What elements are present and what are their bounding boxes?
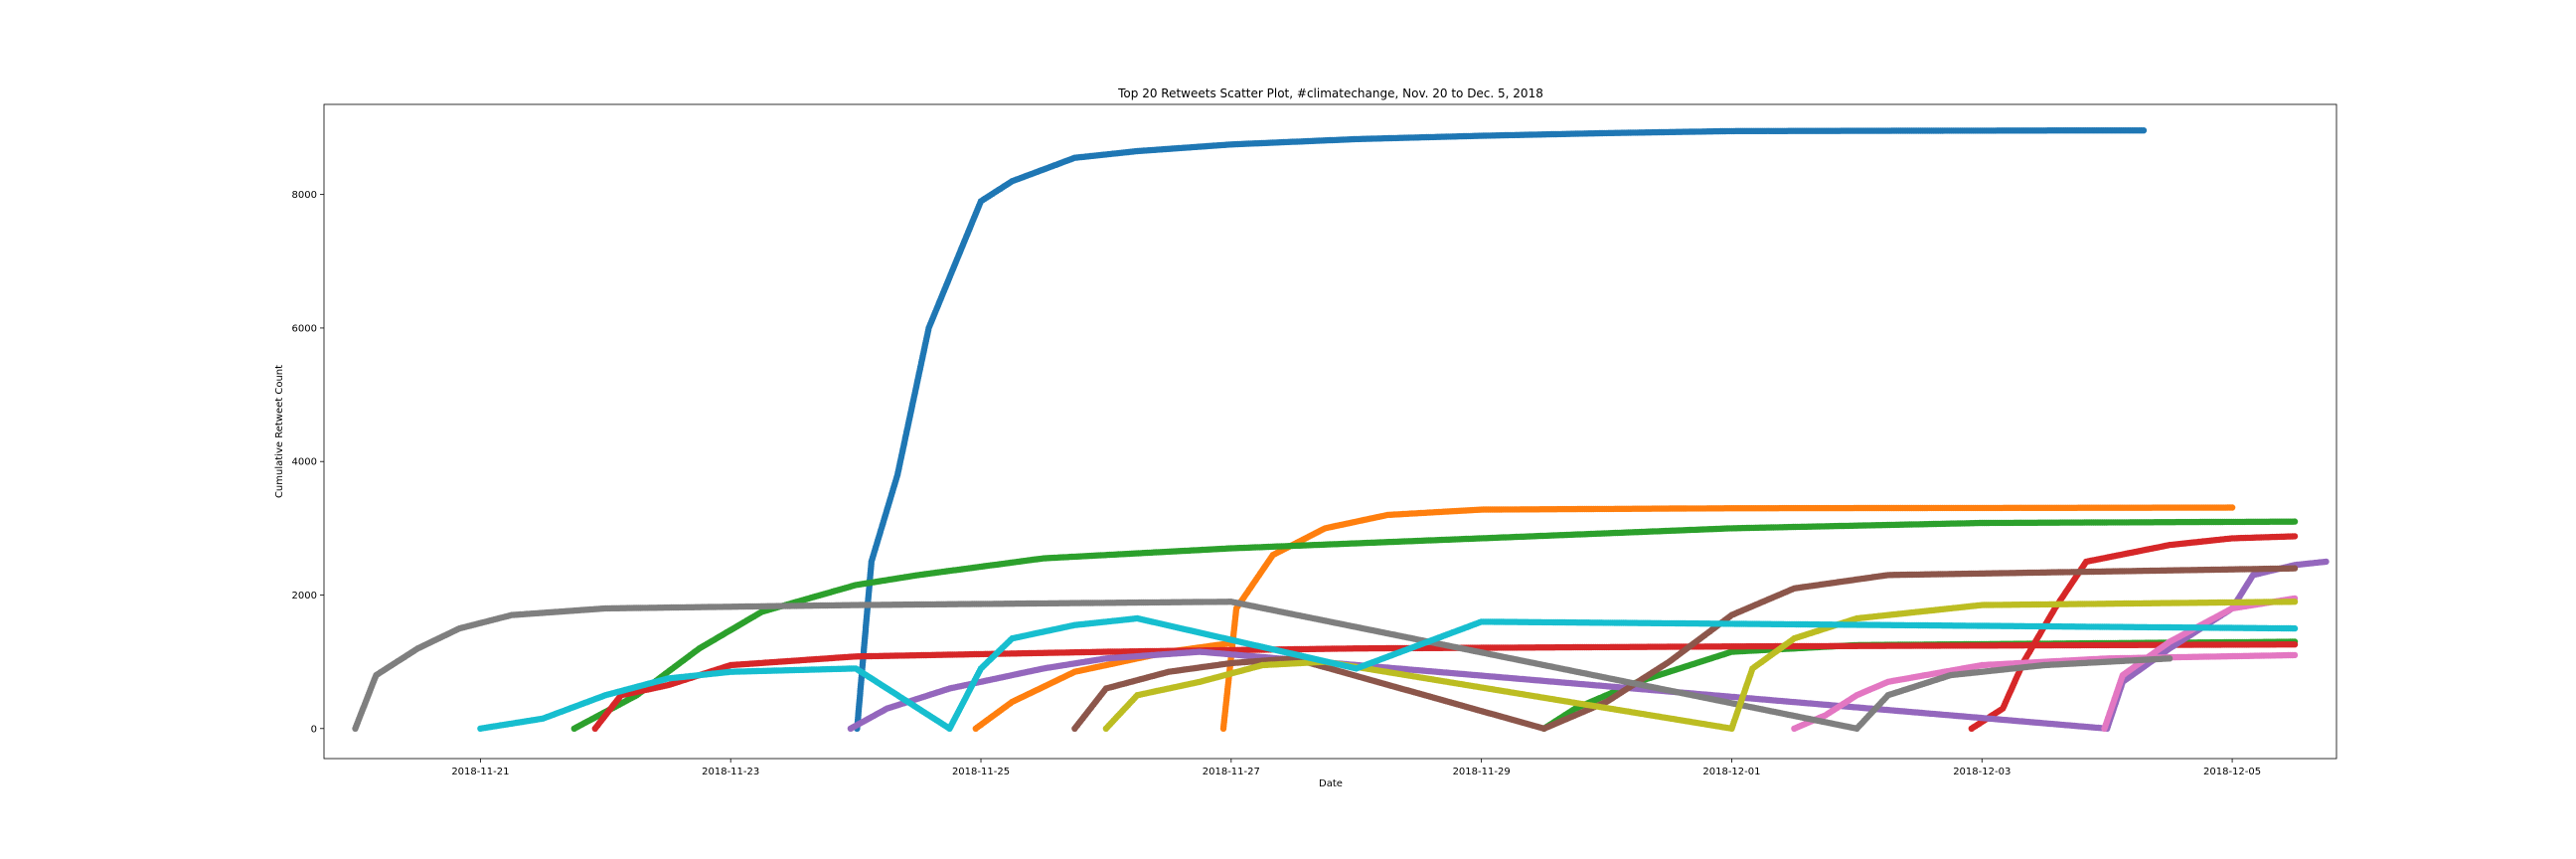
data-point bbox=[2291, 641, 2299, 648]
data-point bbox=[2323, 558, 2330, 566]
series-layer bbox=[352, 127, 2330, 732]
data-point bbox=[2291, 518, 2299, 525]
chart-title: Top 20 Retweets Scatter Plot, #climatech… bbox=[1117, 86, 1543, 100]
data-point bbox=[2228, 504, 2236, 511]
series-1 bbox=[854, 127, 2148, 732]
data-point bbox=[2291, 565, 2299, 572]
data-point bbox=[2291, 533, 2299, 540]
data-point bbox=[2140, 127, 2148, 134]
